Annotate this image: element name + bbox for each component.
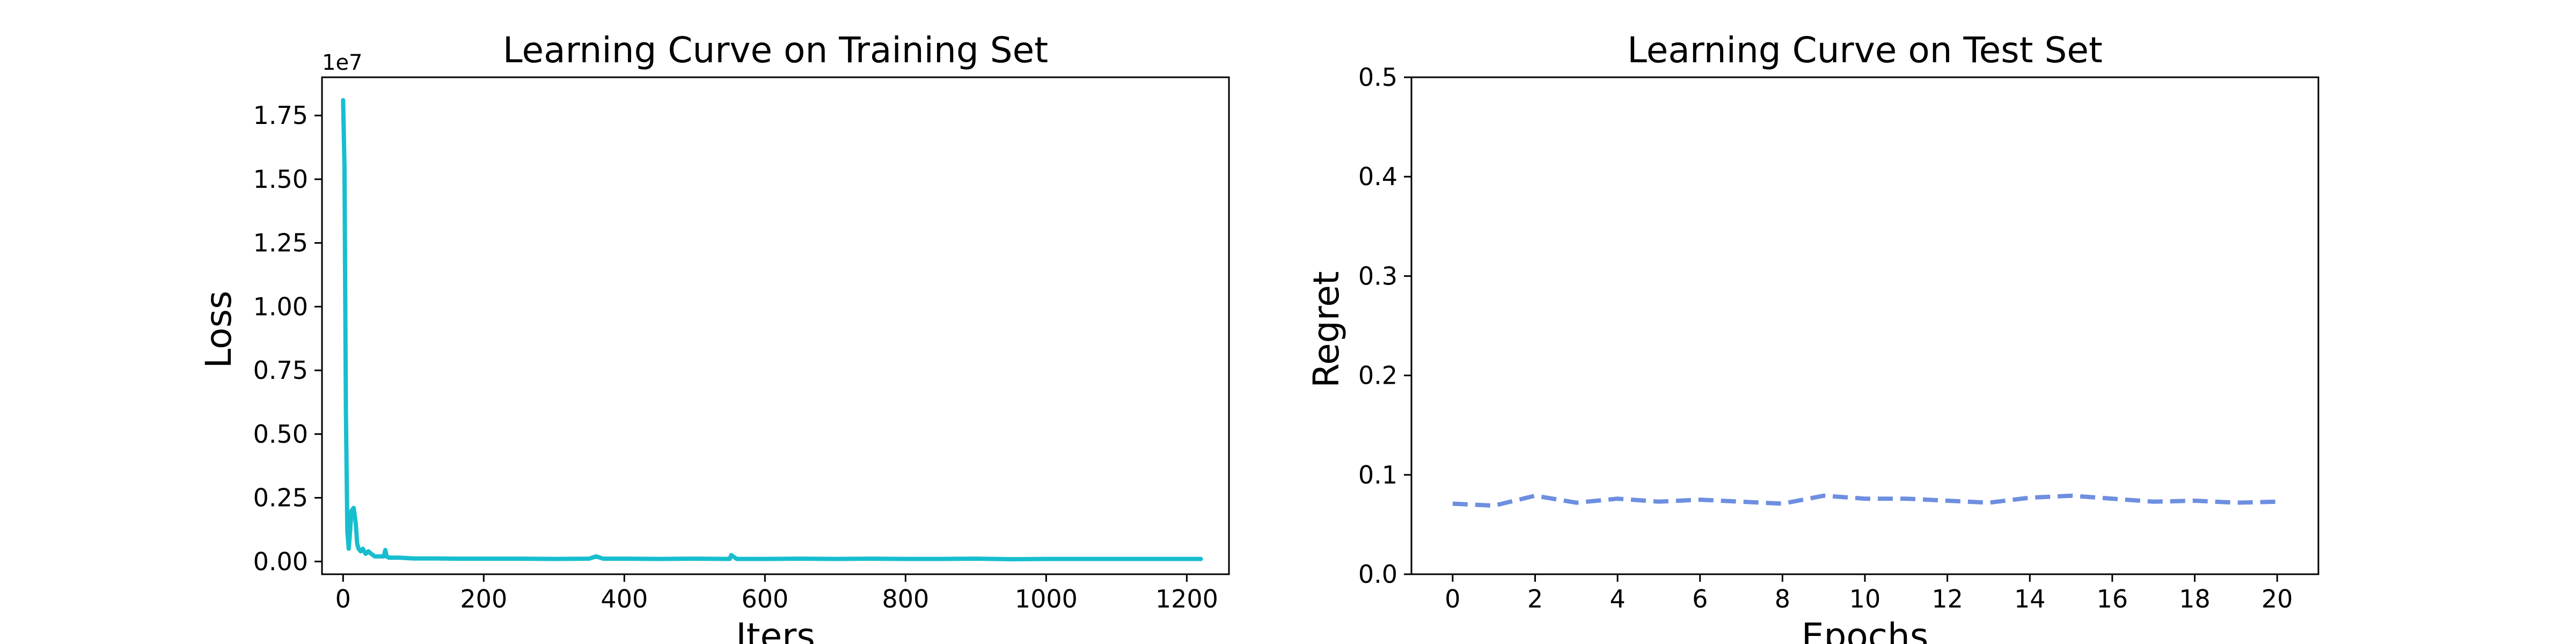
y-tick-label: 0.50 (253, 420, 308, 449)
training-loss-chart: Learning Curve on Training Set 1e7 Loss … (198, 30, 1230, 644)
y-tick-label: 0.4 (1358, 162, 1397, 191)
y-tick-label: 0.25 (253, 484, 308, 513)
chart-title: Learning Curve on Test Set (1627, 30, 2103, 71)
plot-frame (321, 76, 1230, 575)
x-axis-label: Epochs (1802, 616, 1928, 644)
y-tick-label: 0.1 (1358, 460, 1397, 489)
y-tick-label: 0.00 (253, 547, 308, 576)
x-tick-label: 1000 (1015, 584, 1078, 613)
x-tick-label: 1200 (1155, 584, 1218, 613)
y-tick-label: 0.0 (1358, 560, 1397, 589)
x-ticks: 0 2 4 6 8 10 12 14 16 18 20 (1445, 574, 2293, 613)
y-tick-label: 1.50 (253, 165, 308, 194)
x-tick-label: 4 (1609, 584, 1625, 613)
x-tick-label: 12 (1931, 584, 1963, 613)
y-tick-label: 0.5 (1358, 63, 1397, 92)
y-tick-label: 1.00 (253, 292, 308, 321)
x-tick-label: 400 (601, 584, 648, 613)
y-ticks: 0.0 0.1 0.2 0.3 0.4 0.5 (1358, 63, 1411, 589)
y-tick-label: 0.2 (1358, 361, 1397, 390)
x-tick-label: 8 (1775, 584, 1790, 613)
y-axis-label: Regret (1306, 271, 1347, 388)
x-tick-label: 16 (2097, 584, 2128, 613)
y-offset-label: 1e7 (322, 50, 363, 75)
x-tick-label: 0 (335, 584, 351, 613)
x-tick-label: 14 (2014, 584, 2046, 613)
y-ticks: 0.00 0.25 0.50 0.75 1.00 1.25 1.50 1.75 (253, 101, 322, 576)
x-tick-label: 600 (741, 584, 788, 613)
x-ticks: 0 200 400 600 800 1000 1200 (335, 574, 1218, 613)
plot-lines (1452, 493, 2278, 508)
plot-frame (1410, 76, 2319, 575)
plot-lines (341, 98, 1203, 561)
x-tick-label: 200 (460, 584, 507, 613)
y-axis-label: Loss (198, 291, 239, 369)
y-tick-label: 0.75 (253, 356, 308, 385)
y-tick-label: 0.3 (1358, 261, 1397, 290)
series-line (341, 98, 1203, 561)
y-tick-label: 1.75 (253, 101, 308, 130)
x-tick-label: 6 (1692, 584, 1708, 613)
chart-title: Learning Curve on Training Set (503, 30, 1048, 71)
y-tick-label: 1.25 (253, 229, 308, 258)
x-tick-label: 10 (1849, 584, 1881, 613)
x-axis-label: Iters (736, 616, 815, 644)
test-regret-chart: Learning Curve on Test Set Regret Epochs… (1306, 30, 2319, 644)
x-tick-label: 2 (1527, 584, 1543, 613)
x-tick-label: 20 (2262, 584, 2293, 613)
x-tick-label: 0 (1445, 584, 1460, 613)
series-line (1452, 493, 2278, 508)
x-tick-label: 800 (882, 584, 929, 613)
x-tick-label: 18 (2179, 584, 2211, 613)
